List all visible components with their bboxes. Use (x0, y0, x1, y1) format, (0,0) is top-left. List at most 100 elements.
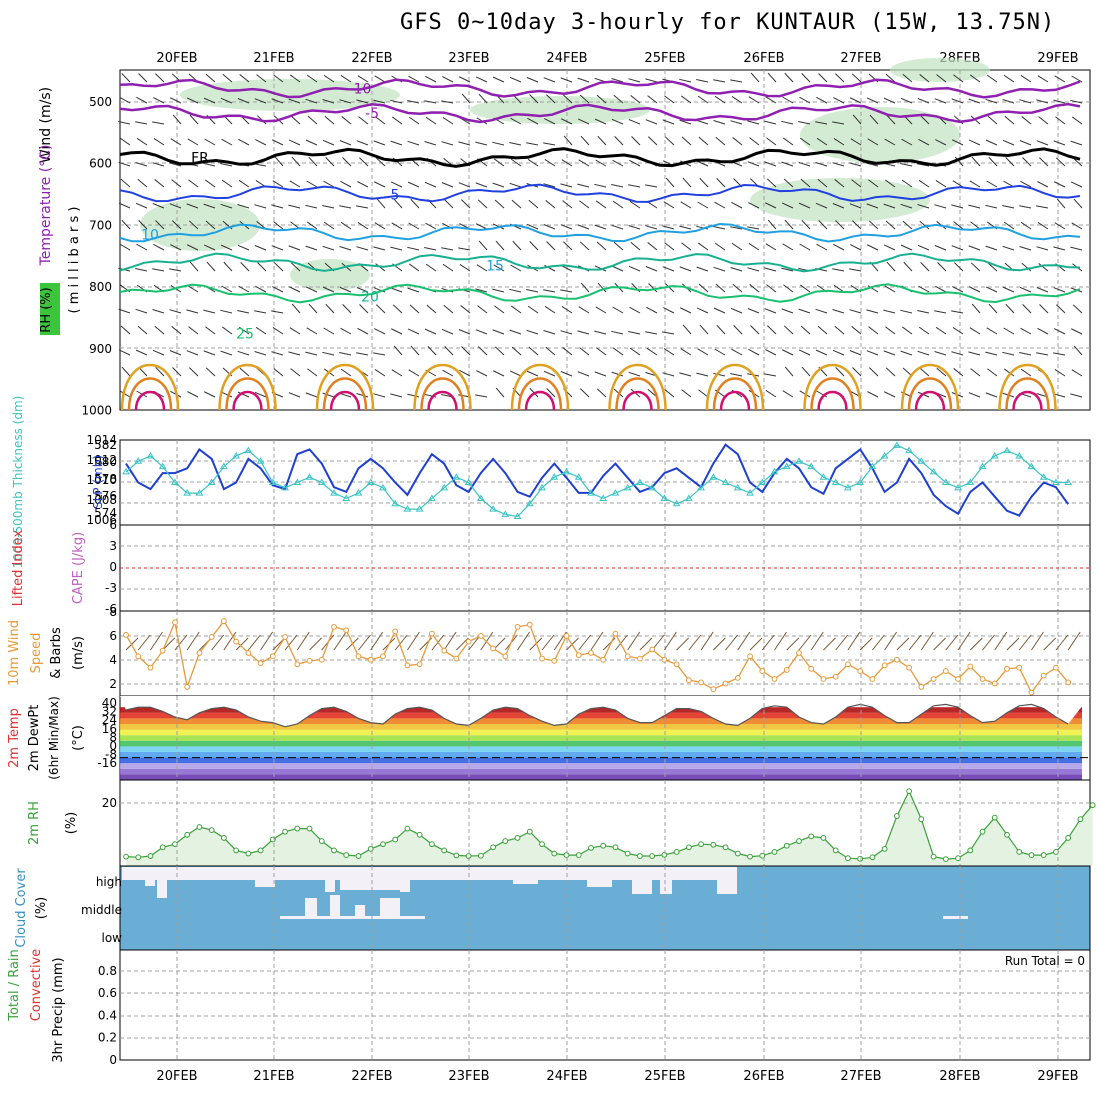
wind-barb (410, 198, 420, 209)
date-label-top: 24FEB (546, 51, 587, 66)
wind10m-speed-line (123, 618, 1072, 696)
wind-barb (510, 158, 522, 167)
slp-tick: 1010 (86, 473, 117, 487)
wind-barb (1073, 198, 1083, 209)
wind10m-point (294, 661, 301, 668)
isotherm-loop (322, 377, 368, 411)
wind-barb (986, 74, 998, 83)
rh2m-point (991, 814, 998, 821)
wind-barb (849, 309, 862, 314)
thickness-marker (562, 467, 571, 475)
wind-barb (373, 246, 386, 251)
thickness-marker (929, 467, 938, 475)
wind-barb (138, 73, 148, 83)
wind-barb (458, 247, 471, 251)
isotherm-loop (907, 377, 953, 411)
cloud-label: Cloud Cover (14, 868, 29, 948)
wind-barb (306, 180, 318, 188)
wind-barb (766, 137, 777, 146)
thickness-marker (611, 489, 620, 496)
wind-barb (221, 285, 233, 293)
cape-tick: 3 (109, 539, 117, 553)
wind-tick: 2 (109, 677, 117, 691)
wind-barb (408, 369, 420, 377)
wind10m-point (380, 653, 386, 660)
wind10m-point (832, 673, 839, 680)
wind10m-point (429, 630, 435, 637)
wind-barb (527, 117, 539, 125)
wind-barb (850, 244, 862, 251)
rh2m-point (257, 847, 264, 854)
wind-barb (580, 388, 590, 398)
slp-lines (122, 441, 1073, 519)
wind-barb (934, 245, 947, 251)
wind-barb (968, 98, 981, 104)
wind-barb (153, 97, 165, 104)
wind-barb (835, 73, 845, 83)
rh2m-point (355, 853, 362, 859)
wind-barb (679, 119, 692, 125)
wind-barb (868, 220, 879, 230)
wind-barb (985, 286, 998, 293)
wind-barb (868, 326, 879, 335)
wind-barb (1070, 99, 1083, 104)
wind-barb (391, 222, 403, 230)
cloud-clear-patch (280, 916, 425, 919)
wind-barb (424, 141, 437, 146)
wind10m-point (172, 619, 178, 626)
wind-barb (273, 74, 284, 83)
wind-barb (563, 135, 573, 146)
wind-barb (475, 288, 488, 293)
wind-barb (765, 96, 777, 104)
wind-barb (682, 177, 692, 188)
wind-barb (509, 142, 522, 146)
wind-barb (732, 283, 743, 293)
wind-barb (155, 367, 165, 377)
wind-barb (680, 348, 692, 356)
wind-barb (560, 224, 573, 230)
wind-barb (492, 288, 505, 293)
rh-ticks: 20 (102, 796, 117, 810)
cloud-clear-patch (145, 880, 155, 886)
wind-barb (425, 222, 437, 230)
temp-band (120, 707, 1082, 713)
wind-barb (323, 221, 335, 230)
wind-barb (1002, 286, 1015, 293)
date-label-bottom: 26FEB (743, 1069, 784, 1084)
isotherm-loop (622, 390, 653, 411)
wind-barb (390, 99, 403, 104)
wind-barb (238, 179, 250, 188)
wind-barb (239, 74, 250, 83)
wind-barb (221, 179, 233, 188)
wind-barb (731, 96, 743, 104)
isotherm-loop (127, 377, 173, 411)
wind-barb (306, 327, 318, 335)
rh2m-point (918, 816, 925, 823)
wind10m-point (637, 655, 643, 662)
wind-barb (1071, 75, 1083, 83)
wind-barb (203, 309, 216, 314)
rh-legend-swatch (40, 283, 60, 335)
wind10m-point (991, 680, 998, 687)
wind-barb (545, 200, 556, 209)
wind-barb (968, 139, 981, 146)
cloud-clear-patch (587, 880, 612, 887)
wind10m-point (661, 656, 668, 663)
wind-barb (781, 267, 794, 272)
wind-barb (390, 246, 403, 251)
thickness-marker (428, 494, 436, 501)
wind-barb (900, 163, 913, 167)
wind10m-point (857, 668, 864, 674)
isotherm-line (119, 78, 1081, 99)
wind-barb (424, 181, 437, 188)
wind-barb (424, 100, 437, 104)
cape-panel: 6 3 0 -3 -6 Lifted Index CAPE (J/kg) (11, 518, 1091, 616)
wind-barb (969, 74, 981, 83)
wind-barb (271, 351, 284, 356)
isotherm-label: 15 (486, 259, 504, 275)
wind-barb (494, 346, 505, 356)
wind-barb (647, 95, 658, 104)
wind-barb (714, 95, 726, 104)
wind-barb (747, 308, 760, 314)
date-label-bottom: 25FEB (644, 1069, 685, 1084)
